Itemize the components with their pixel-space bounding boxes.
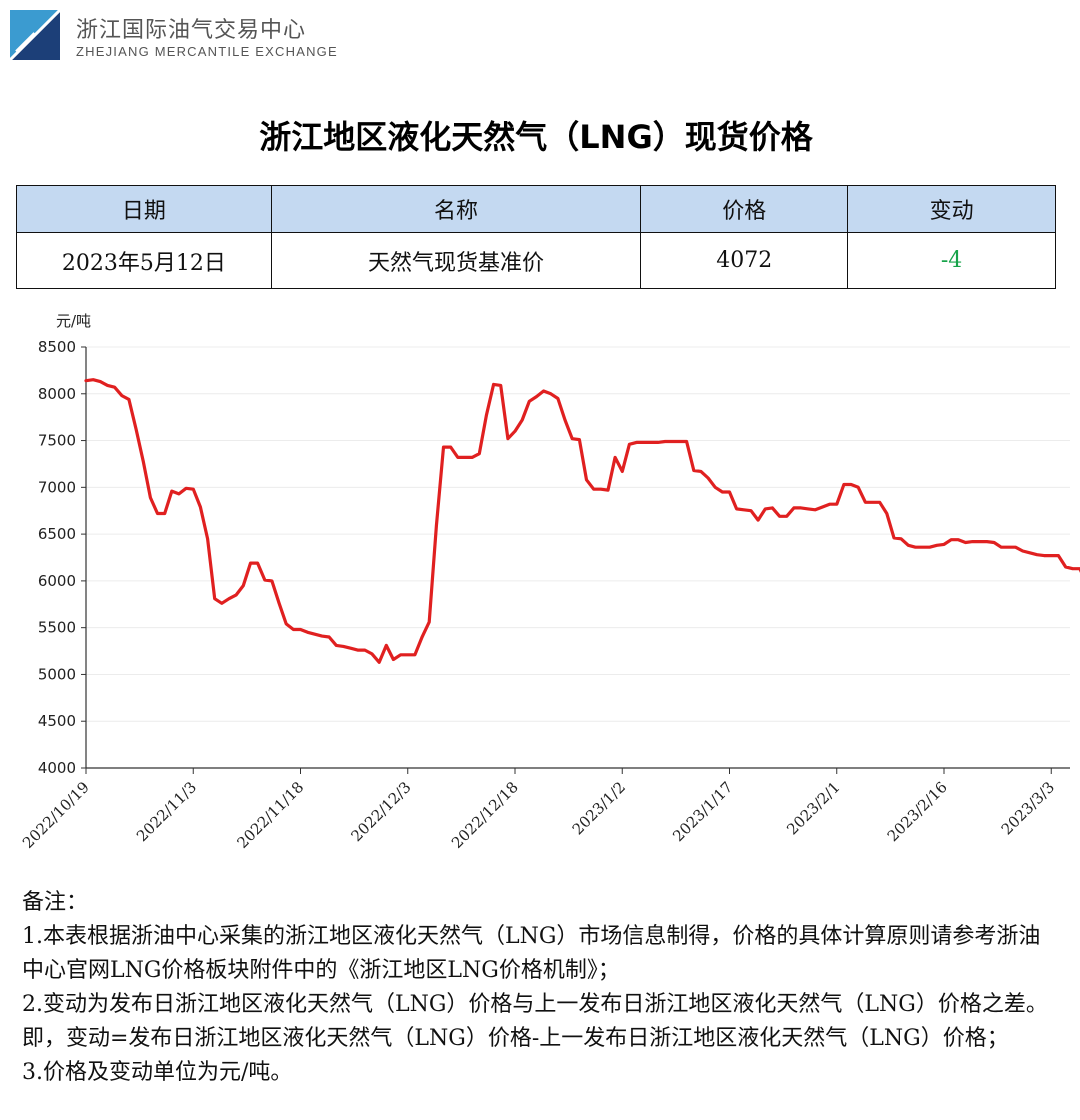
x-tick-labels: 2022/10/19 2022/11/3 2022/11/18 2022/12/3 20… — [19, 778, 1058, 852]
y-tick-label: 5500 — [38, 619, 76, 637]
y-tick-labels: 4000 4500 5000 5500 6000 6500 7000 7500 8000 8500 — [38, 338, 76, 777]
note-line-3: 3.价格及变动单位为元/吨。 — [22, 1060, 293, 1085]
cell-change: -4 — [847, 232, 1056, 289]
header-name: 名称 — [270, 185, 642, 233]
exchange-logo-icon — [10, 10, 60, 60]
x-tick-label: 2023/2/1 — [783, 778, 843, 838]
chart-gridlines — [86, 346, 1070, 722]
x-tick-label: 2023/1/17 — [669, 778, 736, 845]
series-line-lng-price — [84, 378, 1080, 664]
notes-section: 备注： 1.本表根据浙油中心采集的浙江地区液化天然气（LNG）市场信息制得，价格… — [22, 886, 1062, 1090]
y-axis-label: 元/吨 — [56, 312, 91, 330]
price-line-chart: 4000 4500 5000 5500 6000 6500 7000 7500 8000 8500… — [19, 312, 1080, 852]
y-tick-label: 8500 — [38, 338, 76, 356]
y-tick-label: 6000 — [38, 572, 76, 590]
org-name-en: ZHEJIANG MERCANTILE EXCHANGE — [76, 44, 338, 59]
cell-price: 4072 — [640, 232, 849, 289]
cell-name: 天然气现货基准价 — [270, 232, 642, 289]
x-tick-label: 2022/11/18 — [233, 778, 307, 852]
table-header-row: 日期 名称 价格 变动 — [16, 185, 1056, 233]
x-tick-label: 2023/2/16 — [884, 778, 951, 845]
y-tick-label: 4000 — [38, 759, 76, 777]
x-tick-label: 2022/12/18 — [448, 778, 522, 852]
price-table: 日期 名称 价格 变动 2023年5月12日 天然气现货基准价 4072 -4 — [16, 185, 1056, 289]
y-tick-label: 7500 — [38, 432, 76, 450]
x-tick-label: 2022/10/19 — [19, 778, 93, 852]
x-tick-label: 2022/11/3 — [133, 778, 200, 845]
cell-date: 2023年5月12日 — [16, 232, 272, 289]
y-tick-label: 4500 — [38, 712, 76, 730]
y-tick-label: 6500 — [38, 525, 76, 543]
page-title: 浙江地区液化天然气（LNG）现货价格 — [259, 118, 813, 156]
header-date: 日期 — [16, 185, 272, 233]
x-tick-label: 2022/12/3 — [347, 778, 414, 845]
note-line-1: 1.本表根据浙油中心采集的浙江地区液化天然气（LNG）市场信息制得，价格的具体计… — [22, 924, 1041, 983]
header-price: 价格 — [640, 185, 849, 233]
note-line-2: 2.变动为发布日浙江地区液化天然气（LNG）价格与上一发布日浙江地区液化天然气（… — [22, 992, 1048, 1051]
y-tick-label: 7000 — [38, 478, 76, 496]
table-row: 2023年5月12日 天然气现货基准价 4072 -4 — [16, 232, 1056, 289]
header-change: 变动 — [847, 185, 1056, 233]
y-tick-label: 8000 — [38, 385, 76, 403]
x-tick-label: 2023/1/2 — [569, 778, 629, 838]
org-name-cn: 浙江国际油气交易中心 — [76, 18, 307, 43]
x-tick-label: 2023/3/3 — [998, 778, 1058, 838]
chart-axes — [81, 346, 1070, 774]
y-tick-label: 5000 — [38, 665, 76, 683]
notes-heading: 备注： — [22, 890, 89, 915]
